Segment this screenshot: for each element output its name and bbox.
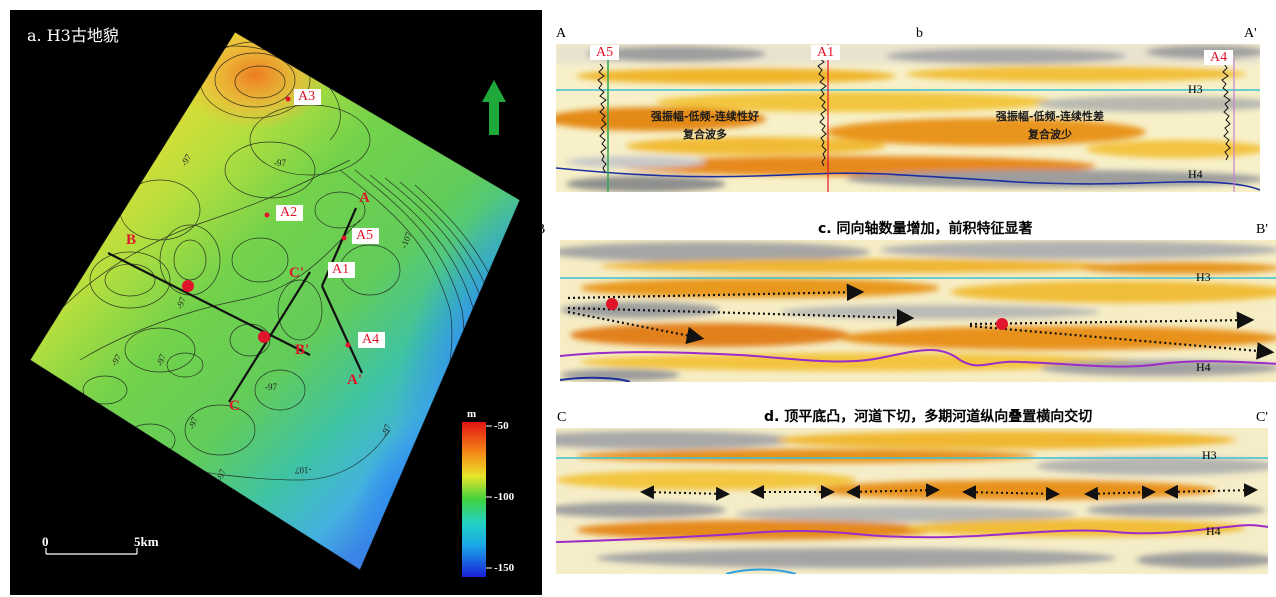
intersection-dot: [606, 298, 618, 310]
section-c-h4-label: H4: [1196, 360, 1211, 374]
section-d-right-label: C': [1256, 410, 1268, 425]
intersection-dot: [182, 280, 194, 292]
seismic-c-canvas: [560, 240, 1276, 382]
note-line: 复合波多: [683, 128, 727, 141]
contour-label: -107: [295, 465, 312, 475]
section-b-note-left: 强振幅-低频-连续性好 复合波多: [620, 108, 790, 144]
contour-label: -97: [265, 382, 277, 392]
section-b-h4-label: H4: [1188, 167, 1203, 181]
section-b-title: b: [916, 26, 923, 41]
section-c-title: c. 同向轴数量增加，前积特征显著: [818, 221, 1033, 237]
line-label-b: B: [126, 232, 137, 248]
section-c-right-label: B': [1256, 222, 1268, 237]
section-b-note-right: 强振幅-低频-连续性差 复合波少: [965, 108, 1135, 144]
paleogeomorphology-map: a. H3古地貌 -97 -97 -97 -97 -97 -97 -97 -97…: [10, 10, 542, 595]
seismic-section-b: [556, 44, 1260, 192]
line-b: [107, 252, 311, 356]
section-b-left-label: A: [556, 26, 567, 41]
line-label-a-prime: A': [347, 372, 362, 388]
section-b-well-a4: A4: [1204, 50, 1234, 65]
scale-end: 5km: [134, 534, 159, 549]
section-b-well-a5: A5: [590, 45, 620, 60]
note-line: 强振幅-低频-连续性好: [650, 110, 760, 123]
well-dot-a4: [345, 342, 351, 348]
colorbar: [462, 422, 486, 577]
well-label-a4: A4: [358, 332, 386, 348]
well-dot-a2: [264, 212, 270, 218]
colorbar-tick: -150: [494, 562, 515, 574]
section-d-title: d. 顶平底凸，河道下切，多期河道纵向叠置横向交切: [764, 409, 1093, 425]
seismic-section-d: [556, 428, 1268, 574]
line-label-b-prime: B': [295, 342, 310, 358]
north-arrow-icon: [482, 80, 506, 135]
contour-label: -97: [274, 158, 286, 168]
line-label-c-prime: C': [289, 265, 304, 281]
well-label-a1: A1: [328, 262, 356, 278]
scale-start: 0: [42, 534, 49, 549]
map-canvas: [29, 31, 521, 577]
intersection-dot: [258, 331, 270, 343]
seismic-section-c: [560, 240, 1276, 382]
well-label-a3: A3: [294, 89, 322, 105]
well-dot-a5: [341, 235, 347, 241]
line-a-north: [320, 207, 358, 287]
seismic-b-canvas: [556, 44, 1260, 192]
section-d-left-label: C: [557, 410, 567, 425]
well-label-a2: A2: [276, 205, 304, 221]
intersection-dot: [996, 318, 1008, 330]
section-c-h3-label: H3: [1196, 270, 1211, 284]
section-d-h4-label: H4: [1206, 524, 1221, 538]
section-b-well-a1: A1: [811, 45, 841, 60]
section-b-right-label: A': [1244, 26, 1257, 41]
section-b-h3-label: H3: [1188, 82, 1203, 96]
section-c-left-label: B: [536, 222, 546, 237]
line-label-c: C: [229, 398, 240, 414]
line-a-south: [321, 285, 363, 374]
well-label-a5: A5: [352, 228, 380, 244]
note-line: 强振幅-低频-连续性差: [995, 110, 1105, 123]
scale-bar: [45, 548, 138, 555]
colorbar-tick: -100: [494, 491, 515, 503]
map-title: a. H3古地貌: [27, 26, 119, 45]
section-d-h3-label: H3: [1202, 448, 1217, 462]
well-dot-a3: [285, 96, 291, 102]
note-line: 复合波少: [1028, 128, 1072, 141]
colorbar-tick: -50: [494, 420, 509, 432]
colorbar-unit: m: [467, 408, 477, 420]
seismic-d-canvas: [556, 428, 1268, 574]
line-label-a: A: [359, 190, 370, 206]
